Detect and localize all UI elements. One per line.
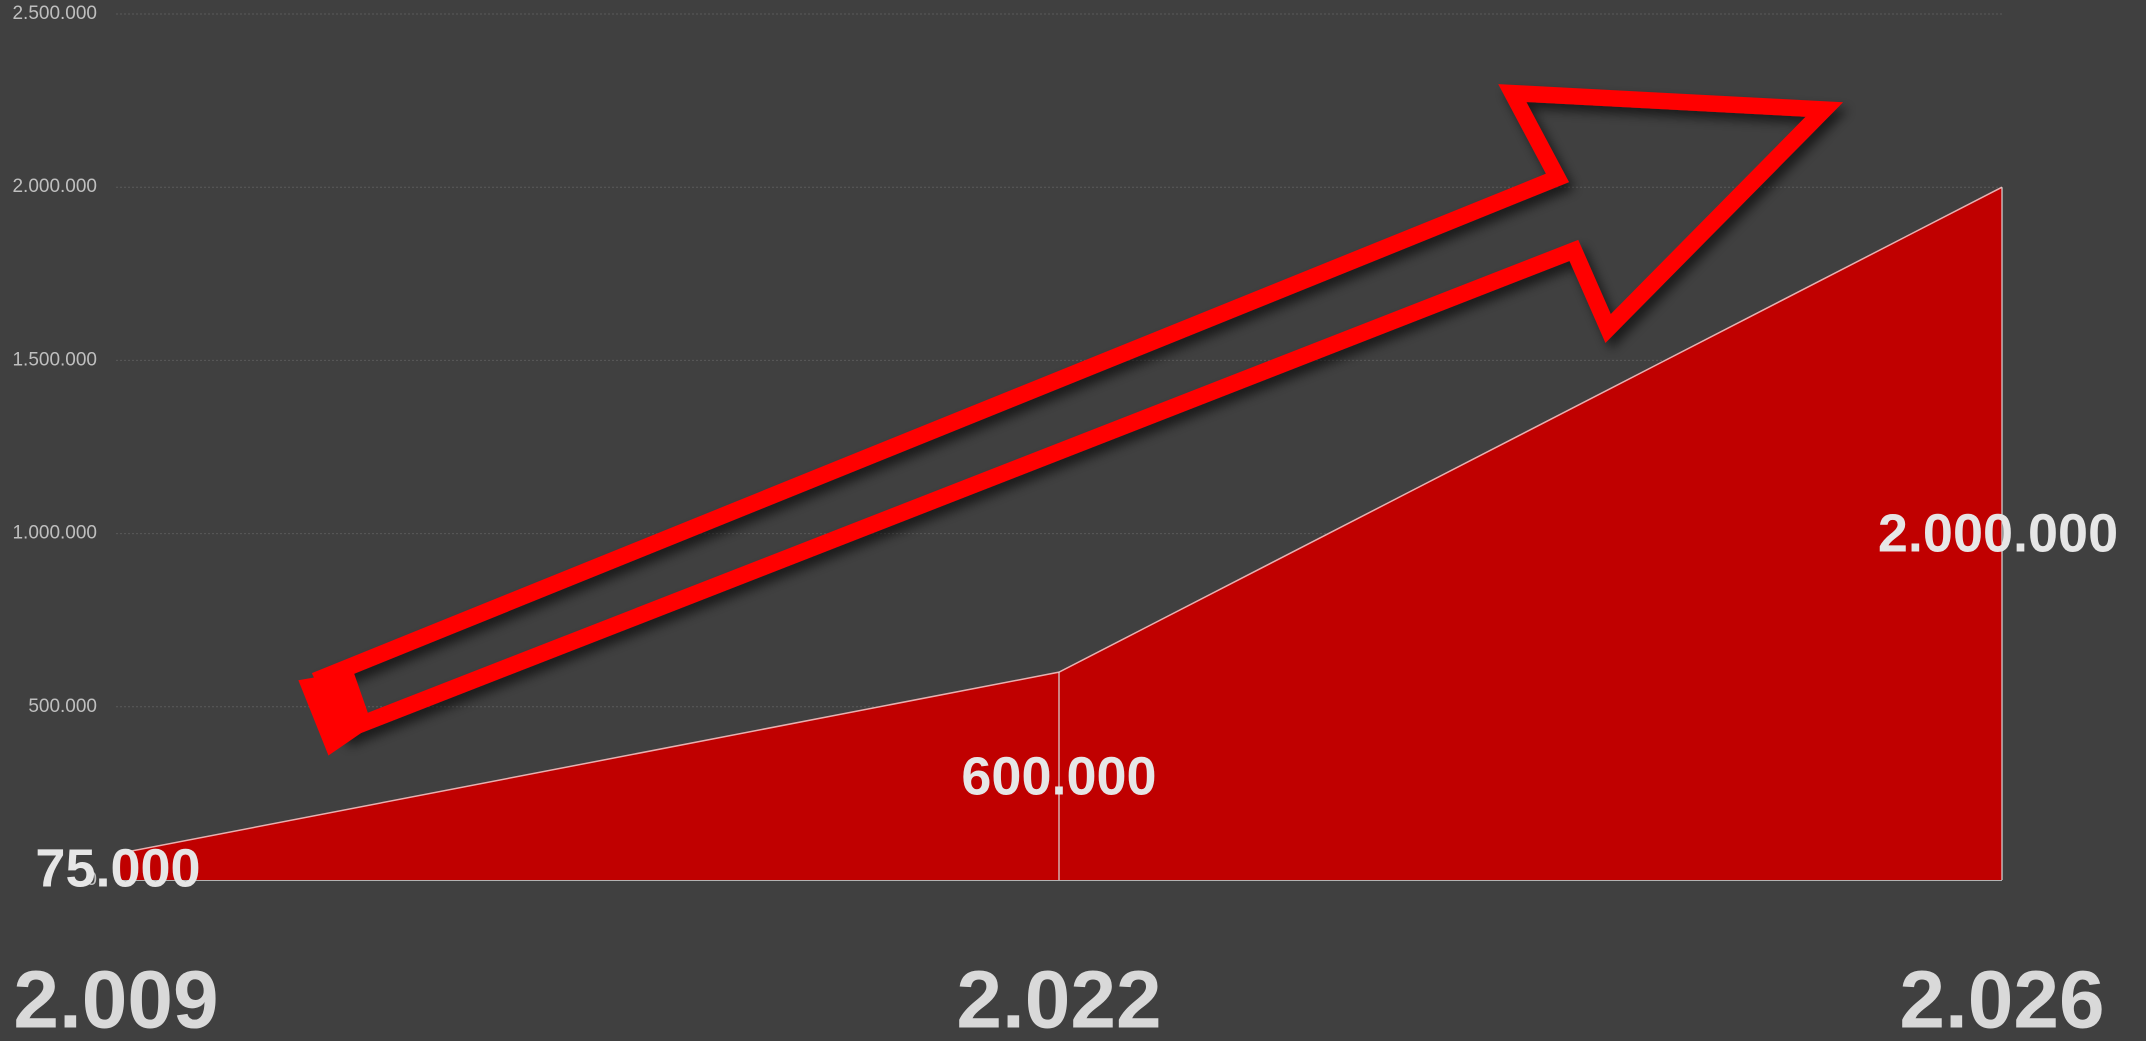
trend-arrow xyxy=(298,84,1844,756)
data-label: 75.000 xyxy=(35,838,200,898)
data-label: 600.000 xyxy=(961,746,1156,806)
y-tick-label: 0 xyxy=(86,869,97,890)
y-tick-label: 1.500.000 xyxy=(12,349,97,370)
x-tick-label: 2.022 xyxy=(956,955,1161,1041)
y-tick-label: 500.000 xyxy=(28,696,97,717)
y-tick-label: 2.000.000 xyxy=(12,176,97,197)
y-tick-label: 1.000.000 xyxy=(12,523,97,544)
data-label: 2.000.000 xyxy=(1878,503,2118,563)
y-tick-label: 2.500.000 xyxy=(12,3,97,24)
x-tick-label: 2.026 xyxy=(1899,955,2104,1041)
x-tick-label: 2.009 xyxy=(13,955,218,1041)
area xyxy=(116,187,2002,880)
